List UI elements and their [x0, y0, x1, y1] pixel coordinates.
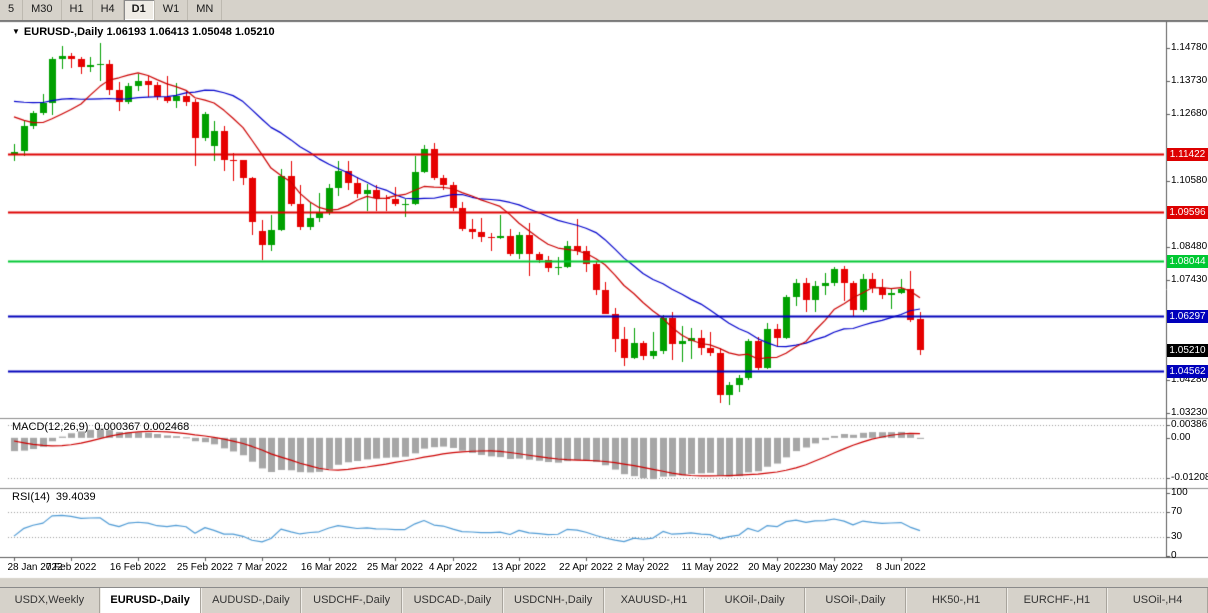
date-axis-label: 11 May 2022: [681, 562, 739, 573]
chart-dropdown-icon[interactable]: ▼: [12, 27, 20, 36]
timeframe-button-m30[interactable]: M30: [23, 0, 62, 20]
timeframe-button-h4[interactable]: H4: [93, 0, 124, 20]
macd-name: MACD(12,26,9): [12, 421, 89, 433]
tab-xauusd-h1[interactable]: XAUUSD-,H1: [603, 588, 705, 613]
price-axis-label: 1.12680: [1171, 108, 1208, 119]
macd-axis-label: 0.00386: [1171, 419, 1208, 430]
macd-values: 0.000367 0.002468: [94, 421, 190, 433]
price-level-badge-1.09596: 1.09596: [1167, 206, 1208, 219]
rsi-axis-label: 70: [1171, 506, 1183, 517]
price-level-badge-1.11422: 1.11422: [1167, 148, 1208, 161]
price-axis-label: 1.14780: [1171, 42, 1208, 53]
tab-usdcnh-daily[interactable]: USDCNH-,Daily: [502, 588, 604, 613]
chart-symbol-label: EURUSD-,Daily: [23, 26, 104, 38]
timeframe-button-d1[interactable]: D1: [123, 0, 155, 20]
rsi-indicator-label: RSI(14) 39.4039: [12, 491, 96, 503]
chart-ohlc-values: 1.06193 1.06413 1.05048 1.05210: [106, 26, 275, 38]
tab-usdx-weekly[interactable]: USDX,Weekly: [0, 588, 100, 613]
timeframe-button-w1[interactable]: W1: [155, 0, 189, 20]
date-axis-label: 30 May 2022: [805, 562, 863, 573]
price-axis-label: 1.07430: [1171, 274, 1208, 285]
date-axis-label: 16 Feb 2022: [109, 562, 167, 573]
timeframe-toolbar: 5 M30 H1 H4 D1 W1 MN: [0, 0, 1208, 21]
rsi-axis-label: 100: [1171, 487, 1188, 498]
timeframe-button-h1[interactable]: H1: [62, 0, 93, 20]
date-axis-label: 8 Jun 2022: [876, 562, 926, 573]
tab-usoil-daily[interactable]: USOil-,Daily: [805, 588, 906, 613]
price-level-badge-1.08044: 1.08044: [1167, 255, 1208, 268]
price-axis-label: 1.10580: [1171, 175, 1208, 186]
price-axis-label: 1.03230: [1171, 407, 1208, 418]
chart-title: ▼ EURUSD-,Daily 1.06193 1.06413 1.05048 1…: [12, 26, 275, 38]
timeframe-button-5[interactable]: 5: [0, 0, 24, 20]
macd-axis-label: -0.01208: [1171, 472, 1208, 483]
rsi-value: 39.4039: [55, 491, 96, 503]
date-axis-label: 28 Jan 2022: [7, 562, 63, 573]
chart-tabs-bar: USDX,Weekly EURUSD-,Daily AUDUSD-,Daily USD…: [0, 587, 1208, 613]
date-axis-label: 4 Apr 2022: [428, 562, 478, 573]
date-axis-label: 20 May 2022: [748, 562, 806, 573]
tab-usoil-h4[interactable]: USOil-,H4: [1107, 588, 1208, 613]
tab-ukoil-daily[interactable]: UKOil-,Daily: [704, 588, 805, 613]
price-level-badge-1.04562: 1.04562: [1167, 365, 1208, 378]
tab-hk50-h1[interactable]: HK50-,H1: [905, 588, 1007, 613]
price-axis-label: 1.08480: [1171, 241, 1208, 252]
date-axis-label: 25 Mar 2022: [366, 562, 424, 573]
price-axis-label: 1.13730: [1171, 75, 1208, 86]
date-axis-label: 22 Apr 2022: [559, 562, 613, 573]
price-axis-label: 1.04280: [1171, 374, 1208, 385]
tab-eurchf-h1[interactable]: EURCHF-,H1: [1006, 588, 1108, 613]
date-axis-label: 7 Mar 2022: [236, 562, 288, 573]
tab-usdcad-daily[interactable]: USDCAD-,Daily: [402, 588, 503, 613]
date-axis-label: 25 Feb 2022: [176, 562, 234, 573]
date-axis-label: 7 Feb 2022: [45, 562, 97, 573]
macd-indicator-label: MACD(12,26,9) 0.000367 0.002468: [12, 421, 189, 433]
price-level-badge-1.06297: 1.06297: [1167, 310, 1208, 323]
rsi-name: RSI(14): [12, 491, 50, 503]
date-axis-label: 2 May 2022: [616, 562, 670, 573]
tab-audusd-daily[interactable]: AUDUSD-,Daily: [200, 588, 302, 613]
rsi-axis-label: 30: [1171, 531, 1183, 542]
date-axis-label: 16 Mar 2022: [300, 562, 358, 573]
tab-eurusd-daily[interactable]: EURUSD-,Daily: [99, 588, 201, 613]
rsi-axis-label: 0: [1171, 550, 1177, 561]
macd-axis-label: 0.00: [1171, 432, 1191, 443]
tab-usdchf-daily[interactable]: USDCHF-,Daily: [301, 588, 402, 613]
date-axis-label: 13 Apr 2022: [492, 562, 546, 573]
current-price-badge: 1.05210: [1167, 344, 1208, 357]
timeframe-button-mn[interactable]: MN: [188, 0, 223, 20]
